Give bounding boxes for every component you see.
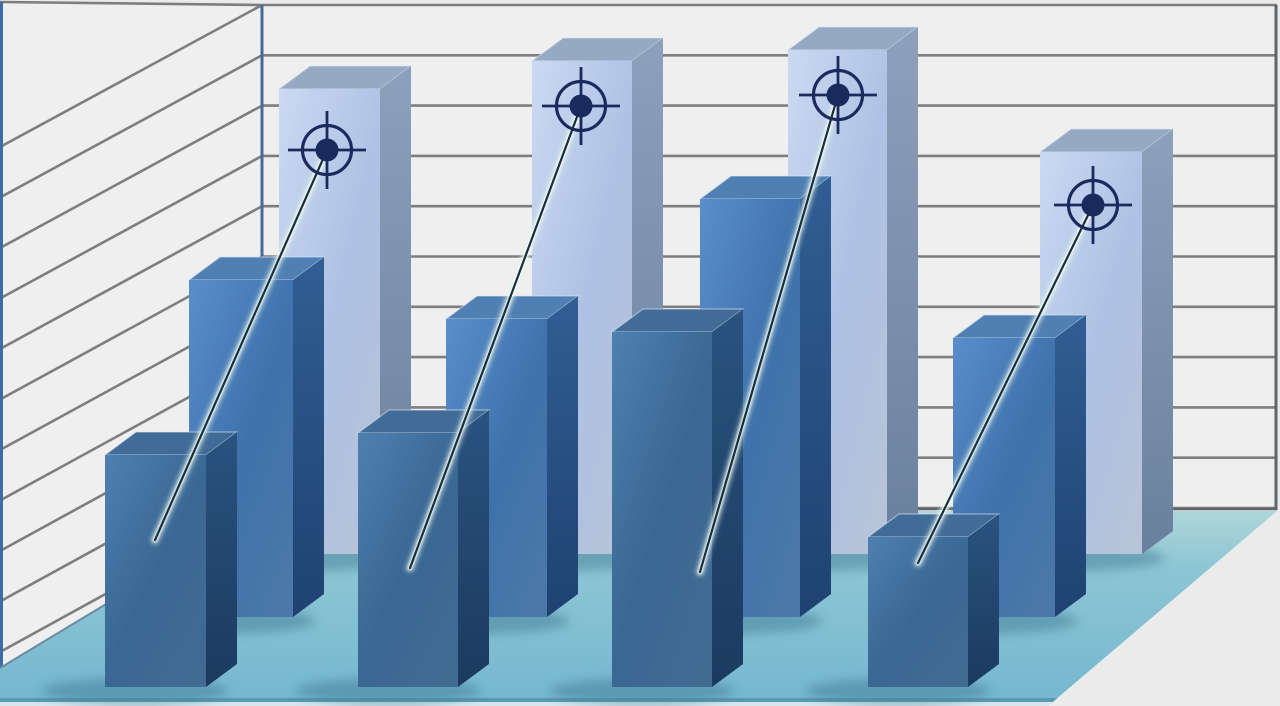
bar-side-face <box>800 176 831 617</box>
bar-front-group1 <box>103 431 239 687</box>
bar-side-face <box>712 309 743 687</box>
target-crosshair-1 <box>288 111 366 189</box>
aim-line-4 <box>913 200 1098 568</box>
bar-side-face <box>206 432 237 687</box>
bar-middle-group2 <box>444 295 580 617</box>
bar-side-face <box>968 514 999 687</box>
bar-side-face <box>458 410 489 687</box>
bar-front-face <box>612 332 712 687</box>
bar-side-face <box>1055 315 1086 617</box>
bar-front-group2 <box>356 409 491 687</box>
bar-front-face <box>105 455 206 687</box>
bar-side-face <box>547 296 578 617</box>
aim-lines <box>150 90 1098 577</box>
target-crosshair-4 <box>1054 166 1132 244</box>
target-crosshair-3 <box>799 56 877 134</box>
bar-side-face <box>1142 129 1173 554</box>
left-wall-top-edge <box>0 0 263 7</box>
aim-line-3 <box>695 90 843 577</box>
aim-line-2 <box>405 101 586 573</box>
bar-side-face <box>293 257 324 617</box>
target-crosshair-2 <box>542 67 620 145</box>
aim-line-1 <box>150 145 332 545</box>
bar-side-face <box>887 27 918 554</box>
bar-front-group3 <box>610 308 745 687</box>
